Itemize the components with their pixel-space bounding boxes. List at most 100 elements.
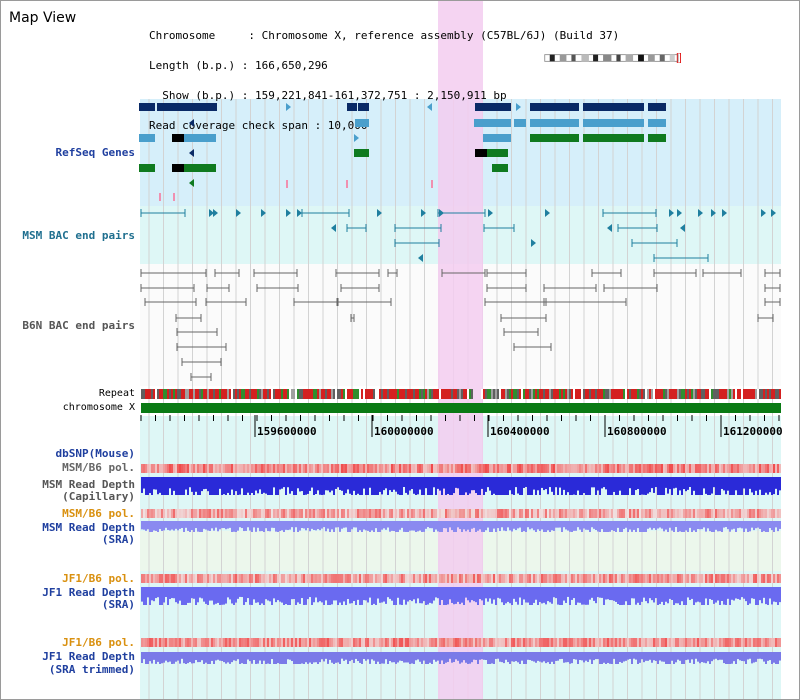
read-depth-bar [733, 587, 735, 601]
read-depth-bar [369, 521, 371, 532]
read-depth-bar [753, 652, 755, 663]
msm-depth-sra-label-1[interactable]: MSM Read Depth [42, 521, 135, 534]
read-depth-bar [601, 587, 603, 598]
repeat-mark [307, 389, 309, 399]
read-depth-bar [771, 652, 773, 664]
read-depth-bar [431, 521, 433, 529]
read-depth-bar [195, 521, 197, 529]
read-depth-bar [749, 521, 751, 532]
read-depth-bar [729, 652, 731, 664]
polymorphism-mark [435, 509, 437, 518]
polymorphism-mark [449, 638, 451, 647]
polymorphism-mark [265, 509, 267, 518]
polymorphism-mark [371, 509, 373, 518]
polymorphism-mark [207, 464, 209, 473]
polymorphism-mark [223, 574, 225, 583]
msm-pol-label[interactable]: MSM/B6 pol. [62, 461, 135, 474]
read-depth-bar [177, 652, 179, 661]
b6n-bac-label[interactable]: B6N BAC end pairs [22, 319, 135, 332]
msm-depth-capillary-label-1[interactable]: MSM Read Depth [42, 478, 135, 491]
read-depth-bar [405, 477, 407, 493]
repeat-mark [587, 389, 589, 399]
polymorphism-mark [399, 509, 401, 518]
polymorphism-mark [533, 638, 535, 647]
polymorphism-mark [631, 638, 633, 647]
repeat-mark [515, 389, 517, 399]
read-depth-bar [193, 587, 195, 599]
read-depth-bar [315, 652, 317, 663]
polymorphism-mark [563, 638, 565, 647]
polymorphism-mark [315, 509, 317, 518]
msm-pol-label-2[interactable]: MSM/B6 pol. [62, 507, 135, 520]
polymorphism-mark [609, 509, 611, 518]
jf1-depth-trimmed-label-1[interactable]: JF1 Read Depth [42, 650, 135, 663]
repeat-mark [427, 389, 429, 399]
read-depth-bar [603, 652, 605, 663]
read-depth-bar [481, 652, 483, 660]
read-depth-bar [569, 587, 571, 605]
polymorphism-mark [663, 509, 665, 518]
read-depth-bar [245, 587, 247, 603]
read-depth-bar [671, 477, 673, 495]
polymorphism-mark [685, 574, 687, 583]
polymorphism-mark [559, 574, 561, 583]
polymorphism-mark [601, 464, 603, 473]
read-depth-bar [231, 477, 233, 490]
read-depth-bar [609, 521, 611, 532]
read-depth-bar [747, 587, 749, 605]
polymorphism-mark [543, 464, 545, 473]
msm-bac-label[interactable]: MSM BAC end pairs [22, 229, 135, 242]
read-depth-bar [265, 652, 267, 664]
repeat-mark [259, 389, 261, 399]
polymorphism-mark [763, 638, 765, 647]
read-depth-bar [453, 587, 455, 605]
read-depth-bar [369, 587, 371, 598]
read-depth-bar [563, 652, 565, 663]
read-depth-bar [413, 477, 415, 494]
repeat-mark [337, 389, 339, 399]
read-depth-bar [637, 652, 639, 664]
repeat-mark [143, 389, 145, 399]
polymorphism-mark [493, 509, 495, 518]
polymorphism-mark [701, 464, 703, 473]
read-depth-bar [141, 652, 143, 664]
polymorphism-mark [533, 574, 535, 583]
repeat-mark [465, 389, 467, 399]
polymorphism-mark [743, 574, 745, 583]
repeat-mark [415, 389, 417, 399]
read-depth-bar [351, 652, 353, 660]
read-depth-bar [765, 477, 767, 493]
repeat-mark [453, 389, 455, 399]
polymorphism-mark [247, 638, 249, 647]
polymorphism-mark [773, 509, 775, 518]
polymorphism-mark [747, 509, 749, 518]
read-depth-bar [745, 521, 747, 529]
dbsnp-label[interactable]: dbSNP(Mouse) [55, 447, 135, 460]
polymorphism-mark [655, 638, 657, 647]
read-depth-bar [345, 652, 347, 660]
refseq-genes-label[interactable]: RefSeq Genes [55, 146, 135, 159]
polymorphism-mark [155, 574, 157, 583]
repeat-mark [355, 389, 357, 399]
read-depth-bar [645, 521, 647, 532]
jf1-depth-sra-label-1[interactable]: JF1 Read Depth [42, 586, 135, 599]
polymorphism-mark [741, 638, 743, 647]
repeat-mark [505, 389, 507, 399]
read-depth-bar [377, 587, 379, 599]
read-depth-bar [441, 521, 443, 532]
polymorphism-mark [569, 638, 571, 647]
polymorphism-mark [223, 638, 225, 647]
read-depth-bar [473, 587, 475, 602]
read-depth-bar [485, 652, 487, 661]
chromosome-ideogram[interactable] [531, 53, 696, 63]
jf1-pol-label-2[interactable]: JF1/B6 pol. [62, 636, 135, 649]
read-depth-bar [187, 587, 189, 603]
jf1-pol-label[interactable]: JF1/B6 pol. [62, 572, 135, 585]
polymorphism-mark [511, 638, 513, 647]
read-depth-bar [693, 652, 695, 664]
polymorphism-mark [701, 574, 703, 583]
polymorphism-mark [329, 509, 331, 518]
polymorphism-mark [603, 638, 605, 647]
polymorphism-mark [665, 509, 667, 518]
read-depth-bar [603, 477, 605, 488]
